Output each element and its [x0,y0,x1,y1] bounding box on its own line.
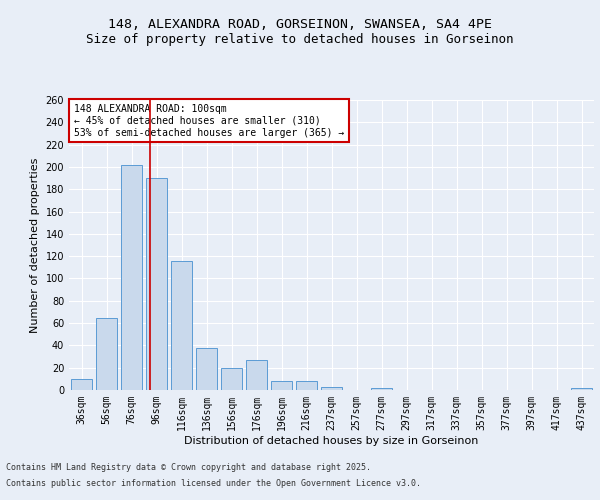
Bar [96,318,117,390]
Bar [146,178,167,390]
Text: Contains HM Land Registry data © Crown copyright and database right 2025.: Contains HM Land Registry data © Crown c… [6,464,371,472]
Bar [321,386,342,390]
Bar [71,379,92,390]
Text: 148 ALEXANDRA ROAD: 100sqm
← 45% of detached houses are smaller (310)
53% of sem: 148 ALEXANDRA ROAD: 100sqm ← 45% of deta… [74,104,344,138]
Bar [271,381,292,390]
Bar [246,360,267,390]
X-axis label: Distribution of detached houses by size in Gorseinon: Distribution of detached houses by size … [184,436,479,446]
Bar [296,381,317,390]
Bar [171,260,192,390]
Bar [571,388,592,390]
Bar [371,388,392,390]
Bar [221,368,242,390]
Bar [121,164,142,390]
Text: 148, ALEXANDRA ROAD, GORSEINON, SWANSEA, SA4 4PE: 148, ALEXANDRA ROAD, GORSEINON, SWANSEA,… [108,18,492,30]
Text: Contains public sector information licensed under the Open Government Licence v3: Contains public sector information licen… [6,478,421,488]
Bar [196,348,217,390]
Y-axis label: Number of detached properties: Number of detached properties [30,158,40,332]
Text: Size of property relative to detached houses in Gorseinon: Size of property relative to detached ho… [86,32,514,46]
